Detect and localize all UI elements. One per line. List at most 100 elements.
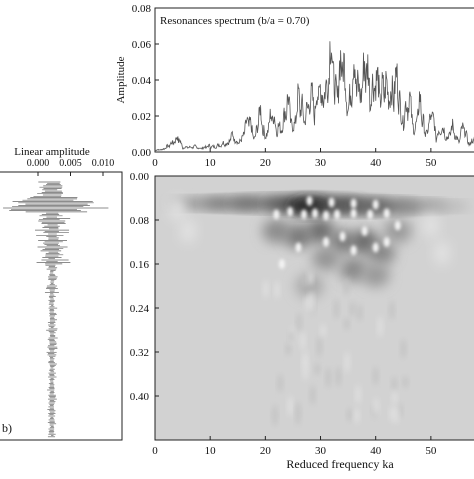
heatmap-streak	[347, 408, 353, 422]
heatmap-highlight	[350, 208, 357, 219]
spectrum-x-axis: 0 10 20 30 40 50	[152, 148, 437, 169]
heatmap-highlight	[323, 210, 330, 221]
heatmap-blob	[425, 202, 470, 211]
linear-amplitude-trace	[3, 181, 109, 438]
heatmap-y-tick-label: 0.40	[130, 391, 150, 403]
heatmap-y-axis: 0.00 0.08 0.16 0.24 0.32 0.40	[130, 171, 159, 403]
heatmap-highlight	[312, 208, 318, 219]
spectrum-title: Resonances spectrum (b/a = 0.70)	[160, 15, 310, 27]
heatmap-streak	[333, 298, 339, 320]
heatmap-blob	[361, 263, 390, 287]
heatmap-streak	[285, 342, 291, 356]
spectrum-y-tick-label: 0.08	[132, 3, 152, 15]
heatmap-streak	[373, 398, 379, 416]
heatmap-streak	[377, 316, 383, 337]
heatmap-streak	[272, 404, 278, 427]
heatmap-streak	[391, 376, 397, 391]
spectrum-y-tick-label: 0.02	[132, 111, 151, 123]
linear-amplitude-frame	[0, 171, 123, 441]
spectrum-x-tick-label: 10	[205, 157, 217, 169]
spectrum-panel: Resonances spectrum (b/a = 0.70) Amplitu…	[115, 3, 474, 169]
heatmap-x-tick-label: 40	[370, 445, 382, 457]
heatmap-highlight	[394, 220, 401, 231]
heatmap-blob	[306, 219, 335, 243]
heatmap-y-tick-label: 0.24	[130, 303, 150, 315]
spectrum-y-tick-label: 0.04	[132, 75, 152, 87]
heatmap-streak	[277, 374, 283, 393]
heatmap-y-tick-label: 0.16	[130, 259, 150, 271]
heatmap-streak	[389, 300, 395, 320]
heatmap-blob	[328, 230, 357, 254]
heatmap-streak	[393, 404, 399, 424]
linear-amplitude-label: Linear amplitude	[14, 146, 90, 158]
heatmap-blob	[367, 241, 396, 265]
linear-amplitude-panel: Linear amplitude 0.000 0.005 0.010 b)	[0, 146, 123, 441]
heatmap-streak	[300, 331, 306, 351]
heatmap-streak	[263, 279, 269, 299]
heatmap-highlight	[383, 208, 390, 219]
heatmap-highlight	[328, 197, 335, 208]
heatmap-highlight	[433, 241, 450, 265]
heatmap-streak	[349, 301, 355, 317]
heatmap-streak	[402, 375, 408, 389]
linear-amplitude-tick-label: 0.000	[27, 158, 50, 169]
heatmap-highlight	[383, 237, 390, 247]
heatmap-streak	[357, 304, 363, 322]
linear-amplitude-x-axis: 0.000 0.005 0.010	[27, 158, 114, 176]
heatmap-highlight	[278, 259, 285, 269]
spectrum-x-tick-label: 20	[260, 157, 272, 169]
heatmap-streak	[307, 271, 313, 286]
heatmap-streak	[344, 352, 350, 373]
heatmap-blob	[339, 257, 368, 282]
linear-amplitude-tick-label: 0.005	[59, 158, 82, 169]
heatmap-highlight	[367, 209, 374, 220]
spectrum-x-tick-label: 50	[425, 157, 437, 169]
heatmap-streak	[316, 336, 322, 358]
heatmap-streak	[304, 295, 310, 309]
heatmap-x-tick-label: 10	[205, 445, 217, 457]
heatmap-streak	[344, 317, 350, 331]
heatmap-highlight	[295, 242, 302, 253]
heatmap-highlight	[287, 206, 294, 217]
heatmap-blob	[383, 219, 412, 243]
heatmap-highlight	[323, 237, 330, 247]
heatmap-blob	[284, 224, 313, 249]
heatmap-streak	[325, 367, 331, 388]
heatmap-streak	[295, 401, 301, 426]
heatmap-streak	[288, 330, 294, 344]
heatmap-highlight	[180, 219, 197, 243]
spectrum-x-tick-label: 0	[152, 157, 158, 169]
heatmap-streak	[310, 385, 316, 405]
heatmap-streak	[274, 281, 280, 299]
spectrum-y-tick-label: 0.06	[132, 39, 152, 51]
spectrum-y-tick-label: 0.00	[132, 147, 152, 159]
heatmap-streak	[355, 385, 361, 405]
spectrum-y-label: Amplitude	[115, 56, 127, 103]
heatmap-x-tick-label: 30	[315, 445, 327, 457]
heatmap-streak	[392, 391, 398, 405]
heatmap-x-tick-label: 20	[260, 445, 272, 457]
heatmap-highlight	[334, 209, 341, 220]
heatmap-streak	[320, 324, 326, 338]
heatmap-features	[169, 195, 470, 427]
spectrum-x-tick-label: 30	[315, 157, 327, 169]
heatmap-highlight	[273, 209, 280, 220]
heatmap-streak	[344, 278, 350, 296]
heatmap-x-tick-label: 0	[152, 445, 158, 457]
heatmap-streak	[302, 273, 308, 288]
heatmap-streak	[314, 363, 320, 376]
heatmap-highlight	[372, 199, 379, 210]
heatmap-highlight	[306, 195, 313, 206]
spectrum-x-tick-label: 40	[370, 157, 382, 169]
heatmap-streak	[354, 408, 360, 424]
heatmap-blob	[262, 219, 291, 243]
heatmap-highlight	[361, 226, 368, 236]
heatmap-x-axis: 0 10 20 30 40 50	[152, 436, 437, 457]
heatmap-highlight	[300, 209, 307, 220]
heatmap-streak	[296, 312, 302, 333]
heatmap-highlight	[169, 197, 186, 221]
heatmap-highlight	[350, 198, 357, 209]
heatmap-highlight	[350, 245, 357, 256]
heatmap-streak	[335, 366, 341, 387]
